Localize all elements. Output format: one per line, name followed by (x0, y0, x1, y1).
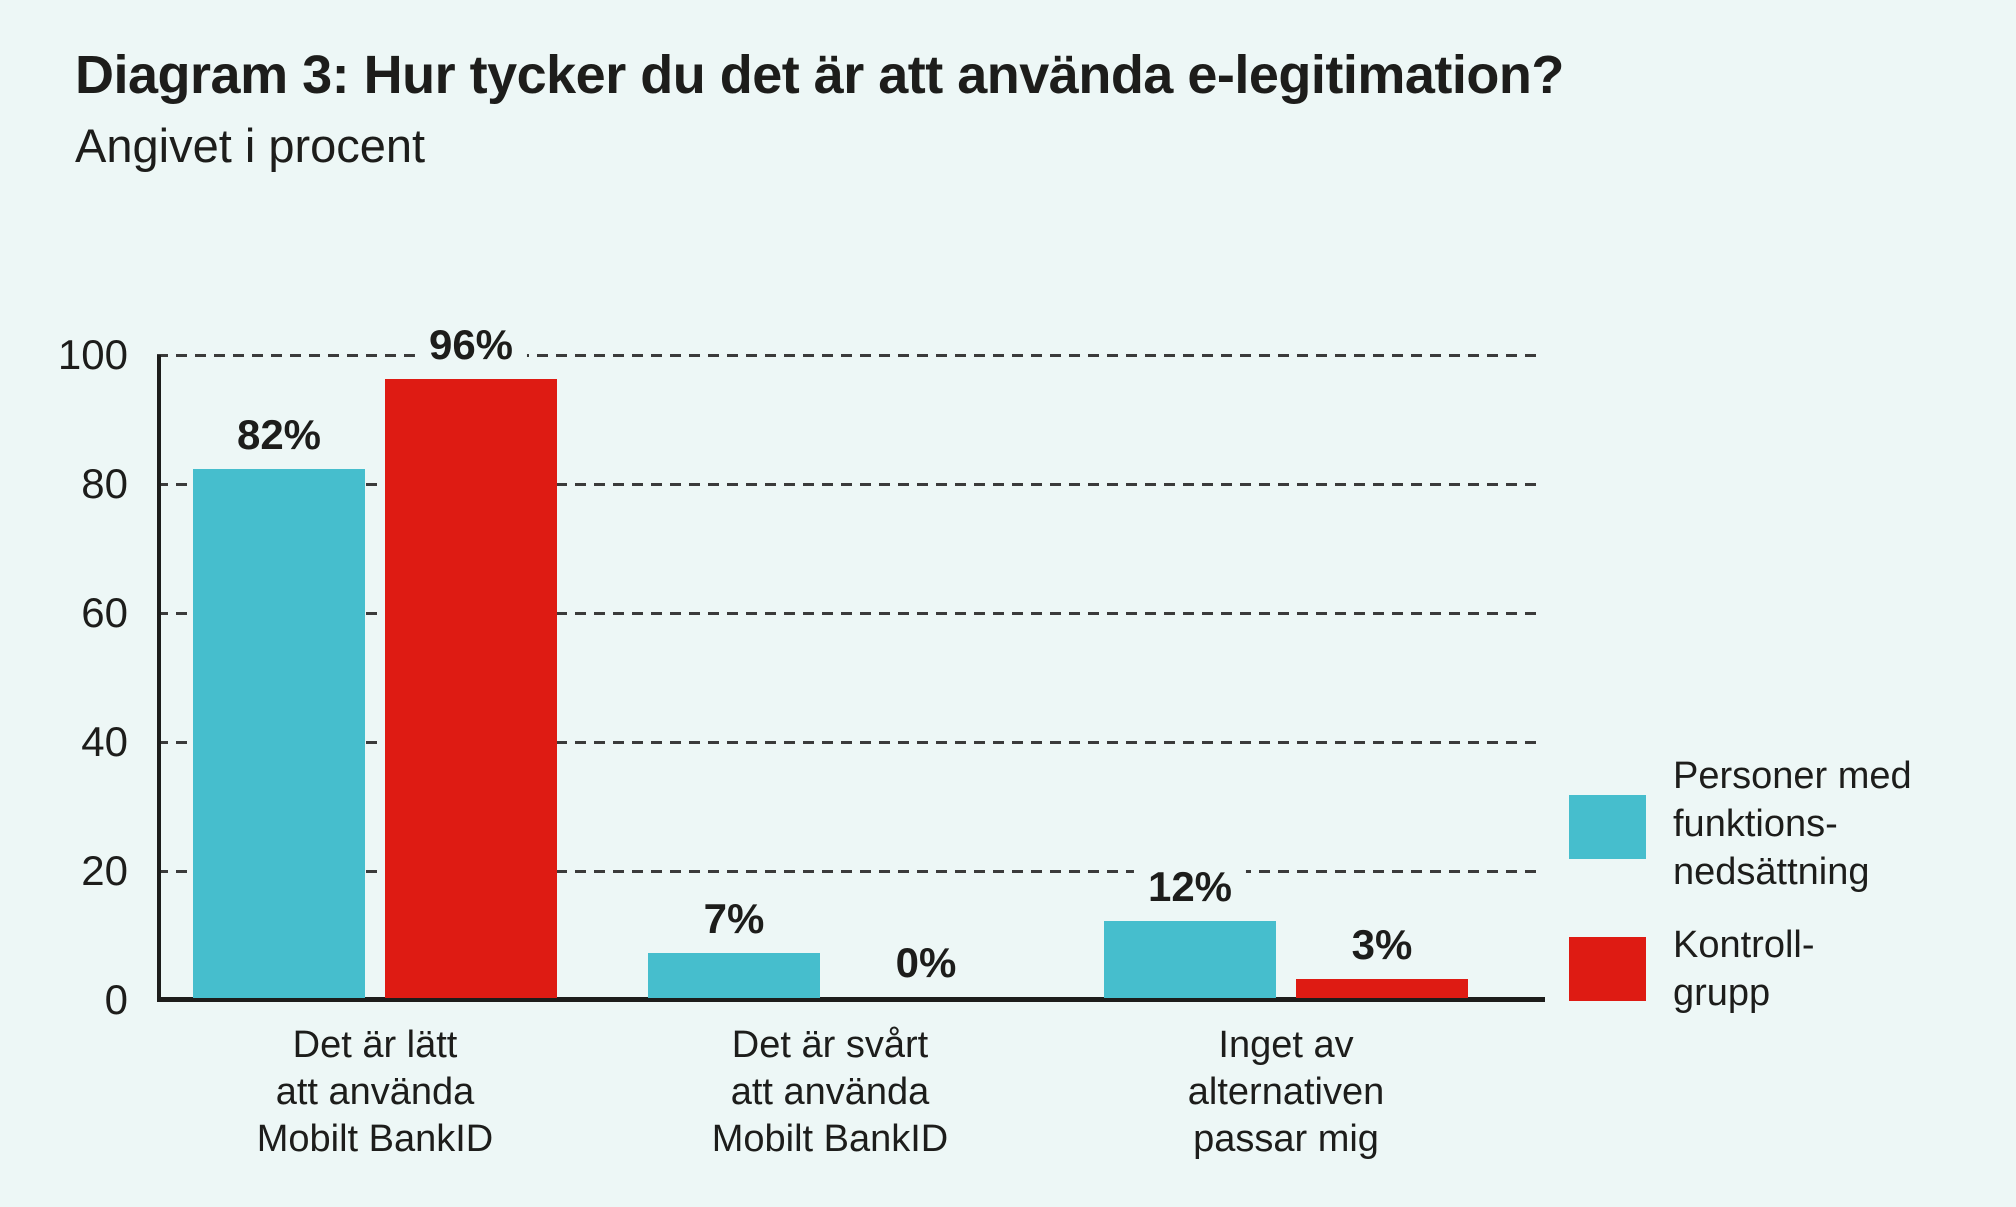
y-tick-label-100: 100 (57, 331, 128, 378)
legend-swatch-red (1569, 937, 1646, 1001)
y-tick-label-40: 40 (81, 718, 128, 765)
chart-title: Diagram 3: Hur tycker du det är att anvä… (75, 45, 1564, 105)
bar-series1-cat1 (193, 469, 365, 998)
x-axis-label-cat2: Det är svårt att använda Mobilt BankID (711, 1024, 949, 1160)
bar-series1-cat3 (1104, 921, 1276, 998)
legend-label-teal: Personer med funktions- nedsättning (1673, 755, 1912, 893)
value-label-series2-cat3: 3% (1337, 921, 1427, 969)
x-axis-line (157, 997, 1545, 1002)
value-label-series1-cat2: 7% (689, 895, 779, 943)
y-tick-label-20: 20 (81, 847, 128, 894)
value-label-series1-cat3: 12% (1133, 863, 1247, 911)
gridline-80 (157, 483, 1540, 486)
y-tick-label-60: 60 (81, 589, 128, 636)
plot-area: 82% 7% 12% 96% 0% 3% (157, 321, 1545, 1002)
bar-series2-cat1 (385, 379, 557, 998)
legend-swatch-teal (1569, 795, 1646, 859)
y-tick-label-80: 80 (81, 460, 128, 507)
y-axis-line (157, 355, 161, 1000)
value-label-series1-cat1: 82% (222, 411, 336, 459)
value-label-series2-cat2: 0% (881, 939, 971, 987)
x-axis-label-cat3: Inget av alternativen passar mig (1187, 1024, 1385, 1160)
gridline-60 (157, 612, 1540, 615)
value-label-series2-cat1: 96% (414, 321, 528, 369)
bar-series1-cat2 (648, 953, 820, 998)
gridline-40 (157, 741, 1540, 744)
bar-series2-cat3 (1296, 979, 1468, 998)
gridline-20 (157, 870, 1540, 873)
x-axis-label-cat1: Det är lätt att använda Mobilt BankID (256, 1024, 494, 1160)
gridline-100 (157, 354, 1540, 357)
chart-subtitle: Angivet i procent (75, 119, 426, 172)
legend-label-red: Kontroll- grupp (1673, 924, 1815, 1014)
y-tick-label-0: 0 (104, 976, 128, 1023)
